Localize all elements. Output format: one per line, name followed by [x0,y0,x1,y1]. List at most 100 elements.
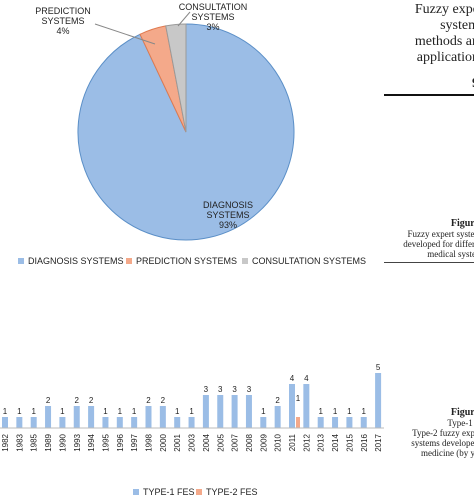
x-tick-1990: 1990 [58,433,67,451]
bar-label-1989: 2 [46,396,51,405]
x-tick-2004: 2004 [202,433,211,451]
bar-label-1998: 2 [146,396,151,405]
x-tick-2011: 2011 [288,433,297,451]
x-tick-2013: 2013 [317,433,326,451]
bar-label-1990: 1 [60,407,65,416]
bar-type1-2005 [217,395,224,428]
pie-chart [77,11,295,241]
legend-swatch-type1 [133,489,139,495]
figure-caption-b-4: medicine (by ye [421,448,474,458]
pie-legend-prediction: PREDICTION SYSTEMS [126,256,237,266]
leader-line-consultation [177,11,191,27]
bar-label-1994: 2 [89,396,94,405]
pie-label-consultation-value: 3% [206,22,220,32]
legend-label-prediction: PREDICTION SYSTEMS [136,256,238,266]
bar-label-2008: 3 [247,385,252,394]
bar-type1-1983 [16,417,23,428]
legend-swatch-type2 [196,489,202,495]
x-tick-1993: 1993 [73,433,82,451]
x-tick-2014: 2014 [331,433,340,451]
bar-label-2003: 1 [189,407,194,416]
section-number: 9 [384,76,474,92]
title-line-2: system [440,18,474,33]
bar-chart: 1 1982 1 1983 1 1985 2 1989 1 1990 2 1993 2 1994 1 1995… [0,363,384,452]
bar-label-2009: 1 [261,407,266,416]
bar-type1-2012 [303,384,310,428]
bar-type1-2001 [174,417,181,428]
legend-label-diagnosis: DIAGNOSIS SYSTEMS [28,256,124,266]
legend-swatch-prediction [126,258,132,264]
bar-label-1997: 1 [132,407,137,416]
x-tick-1995: 1995 [101,433,110,451]
x-tick-2009: 2009 [259,433,268,451]
figure-caption-b-2: Type-2 fuzzy expe [412,428,474,438]
x-tick-1983: 1983 [15,433,24,451]
x-tick-1996: 1996 [116,433,125,451]
legend-label-consultation: CONSULTATION SYSTEMS [252,256,367,266]
x-tick-1982: 1982 [1,433,10,451]
x-tick-2010: 2010 [274,433,283,451]
title-line-3: methods an [414,34,474,49]
bar-type1-2007 [231,395,238,428]
x-tick-1997: 1997 [130,433,139,451]
bar-label-1982: 1 [3,407,8,416]
pie-legend-diagnosis: DIAGNOSIS SYSTEMS [18,256,124,266]
leader-line-prediction [94,23,156,45]
x-tick-2005: 2005 [216,433,225,451]
bar-label-2000: 2 [161,396,166,405]
figure-label-a: Figure [450,218,474,229]
bar-type1-2003 [188,417,195,428]
legend-label-type2: TYPE-2 FES [206,487,258,497]
x-tick-2015: 2015 [345,433,354,451]
bar-type1-2016 [360,417,367,428]
figure-caption-a-3: medical syster [427,249,474,259]
pie-label-diagnosis-name: DIAGNOSIS SYSTEMS [202,200,253,220]
bar-label-2016: 1 [362,407,367,416]
bar-type1-2014 [332,417,339,428]
bar-label-1993: 2 [75,396,80,405]
pie-label-consultation: CONSULTATION SYSTEMS 3% [173,2,253,32]
bar-type1-2011 [289,384,295,428]
title-line-4: application [416,50,474,65]
bar-label-2005: 3 [218,385,223,394]
bar-label-2015: 1 [347,407,352,416]
bar-label-2004: 3 [204,385,209,394]
bar-label-2001: 1 [175,407,180,416]
x-tick-2016: 2016 [360,433,369,451]
pie-label-diagnosis-value: 93% [218,220,237,230]
bar-label-2012: 4 [304,374,309,383]
legend-swatch-diagnosis [18,258,24,264]
bar-type1-1985 [30,417,37,428]
legend-swatch-consultation [242,258,248,264]
figure-caption-b-1: Type-1 a [447,418,474,428]
x-tick-1994: 1994 [87,433,96,451]
figure-caption-b-3: systems developed [411,438,474,448]
bar-type1-2015 [346,417,353,428]
table-rule [384,94,474,96]
figure-label-b: Figure [450,407,474,418]
bar-label-1995: 1 [103,407,108,416]
bar-type1-2004 [202,395,209,428]
bar-label-1983: 1 [17,407,22,416]
x-tick-2017: 2017 [374,433,383,451]
x-tick-2007: 2007 [231,433,240,451]
bar-type1-1990 [59,417,66,428]
pie-label-consultation-name: CONSULTATION SYSTEMS [178,2,248,22]
x-tick-2003: 2003 [188,433,197,451]
bar-type1-1997 [131,417,138,428]
figure-caption-a-1: Fuzzy expert systen [407,229,474,239]
bar-type2-label-2011: 1 [296,394,301,403]
bar-label-1996: 1 [118,407,123,416]
bar-legend-type1: TYPE-1 FES [133,487,195,497]
x-tick-2000: 2000 [159,433,168,451]
pie-label-diagnosis: DIAGNOSIS SYSTEMS 93% [183,200,273,230]
x-tick-1985: 1985 [30,433,39,451]
bar-type1-1995 [102,417,109,428]
pie-label-prediction-name: PREDICTION SYSTEMS [35,6,91,26]
bar-legend-type2: TYPE-2 FES [196,487,258,497]
pie-label-prediction-value: 4% [56,26,70,36]
figure-caption-a-2: developed for differe [403,239,474,249]
bar-type1-2009 [260,417,267,428]
bar-type1-2013 [317,417,324,428]
caption-divider [384,262,474,263]
